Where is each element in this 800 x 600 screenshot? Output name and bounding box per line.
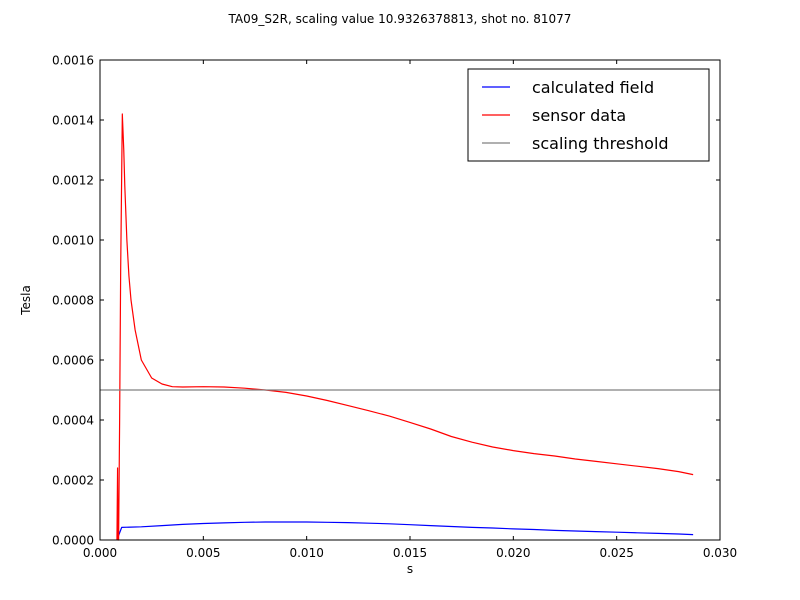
- ticks-layer: 0.000 0.005 0.010 0.015 0.020 0.025 0.030 0.000…: [52, 54, 737, 561]
- x-tick-label: 0.005: [186, 546, 220, 560]
- x-axis-label: s: [407, 562, 413, 576]
- legend-label: scaling threshold: [532, 134, 669, 153]
- series-line-sensor-data: [116, 113, 694, 541]
- y-tick-label: 0.0000: [52, 534, 94, 548]
- x-tick-label: 0.000: [83, 546, 117, 560]
- y-tick-label: 0.0010: [52, 234, 94, 248]
- x-tick-label: 0.015: [393, 546, 427, 560]
- x-tick-label: 0.030: [703, 546, 737, 560]
- y-tick-label: 0.0012: [52, 174, 94, 188]
- series-layer: [100, 113, 720, 541]
- y-tick-label: 0.0014: [52, 114, 94, 128]
- chart-title: TA09_S2R, scaling value 10.9326378813, s…: [228, 12, 572, 26]
- y-tick-label: 0.0002: [52, 474, 94, 488]
- y-axis-label: Tesla: [19, 285, 33, 316]
- x-tick-label: 0.010: [289, 546, 323, 560]
- legend-label: calculated field: [532, 78, 654, 97]
- x-tick-label: 0.025: [599, 546, 633, 560]
- y-tick-label: 0.0004: [52, 414, 94, 428]
- y-tick-label: 0.0016: [52, 54, 94, 68]
- legend: calculated field sensor data scaling thres…: [467, 68, 710, 162]
- plot-frame: [99, 59, 721, 541]
- y-tick-label: 0.0008: [52, 294, 94, 308]
- x-tick-label: 0.020: [496, 546, 530, 560]
- series-line-calculated-field: [116, 521, 694, 541]
- legend-label: sensor data: [532, 106, 626, 125]
- y-tick-label: 0.0006: [52, 354, 94, 368]
